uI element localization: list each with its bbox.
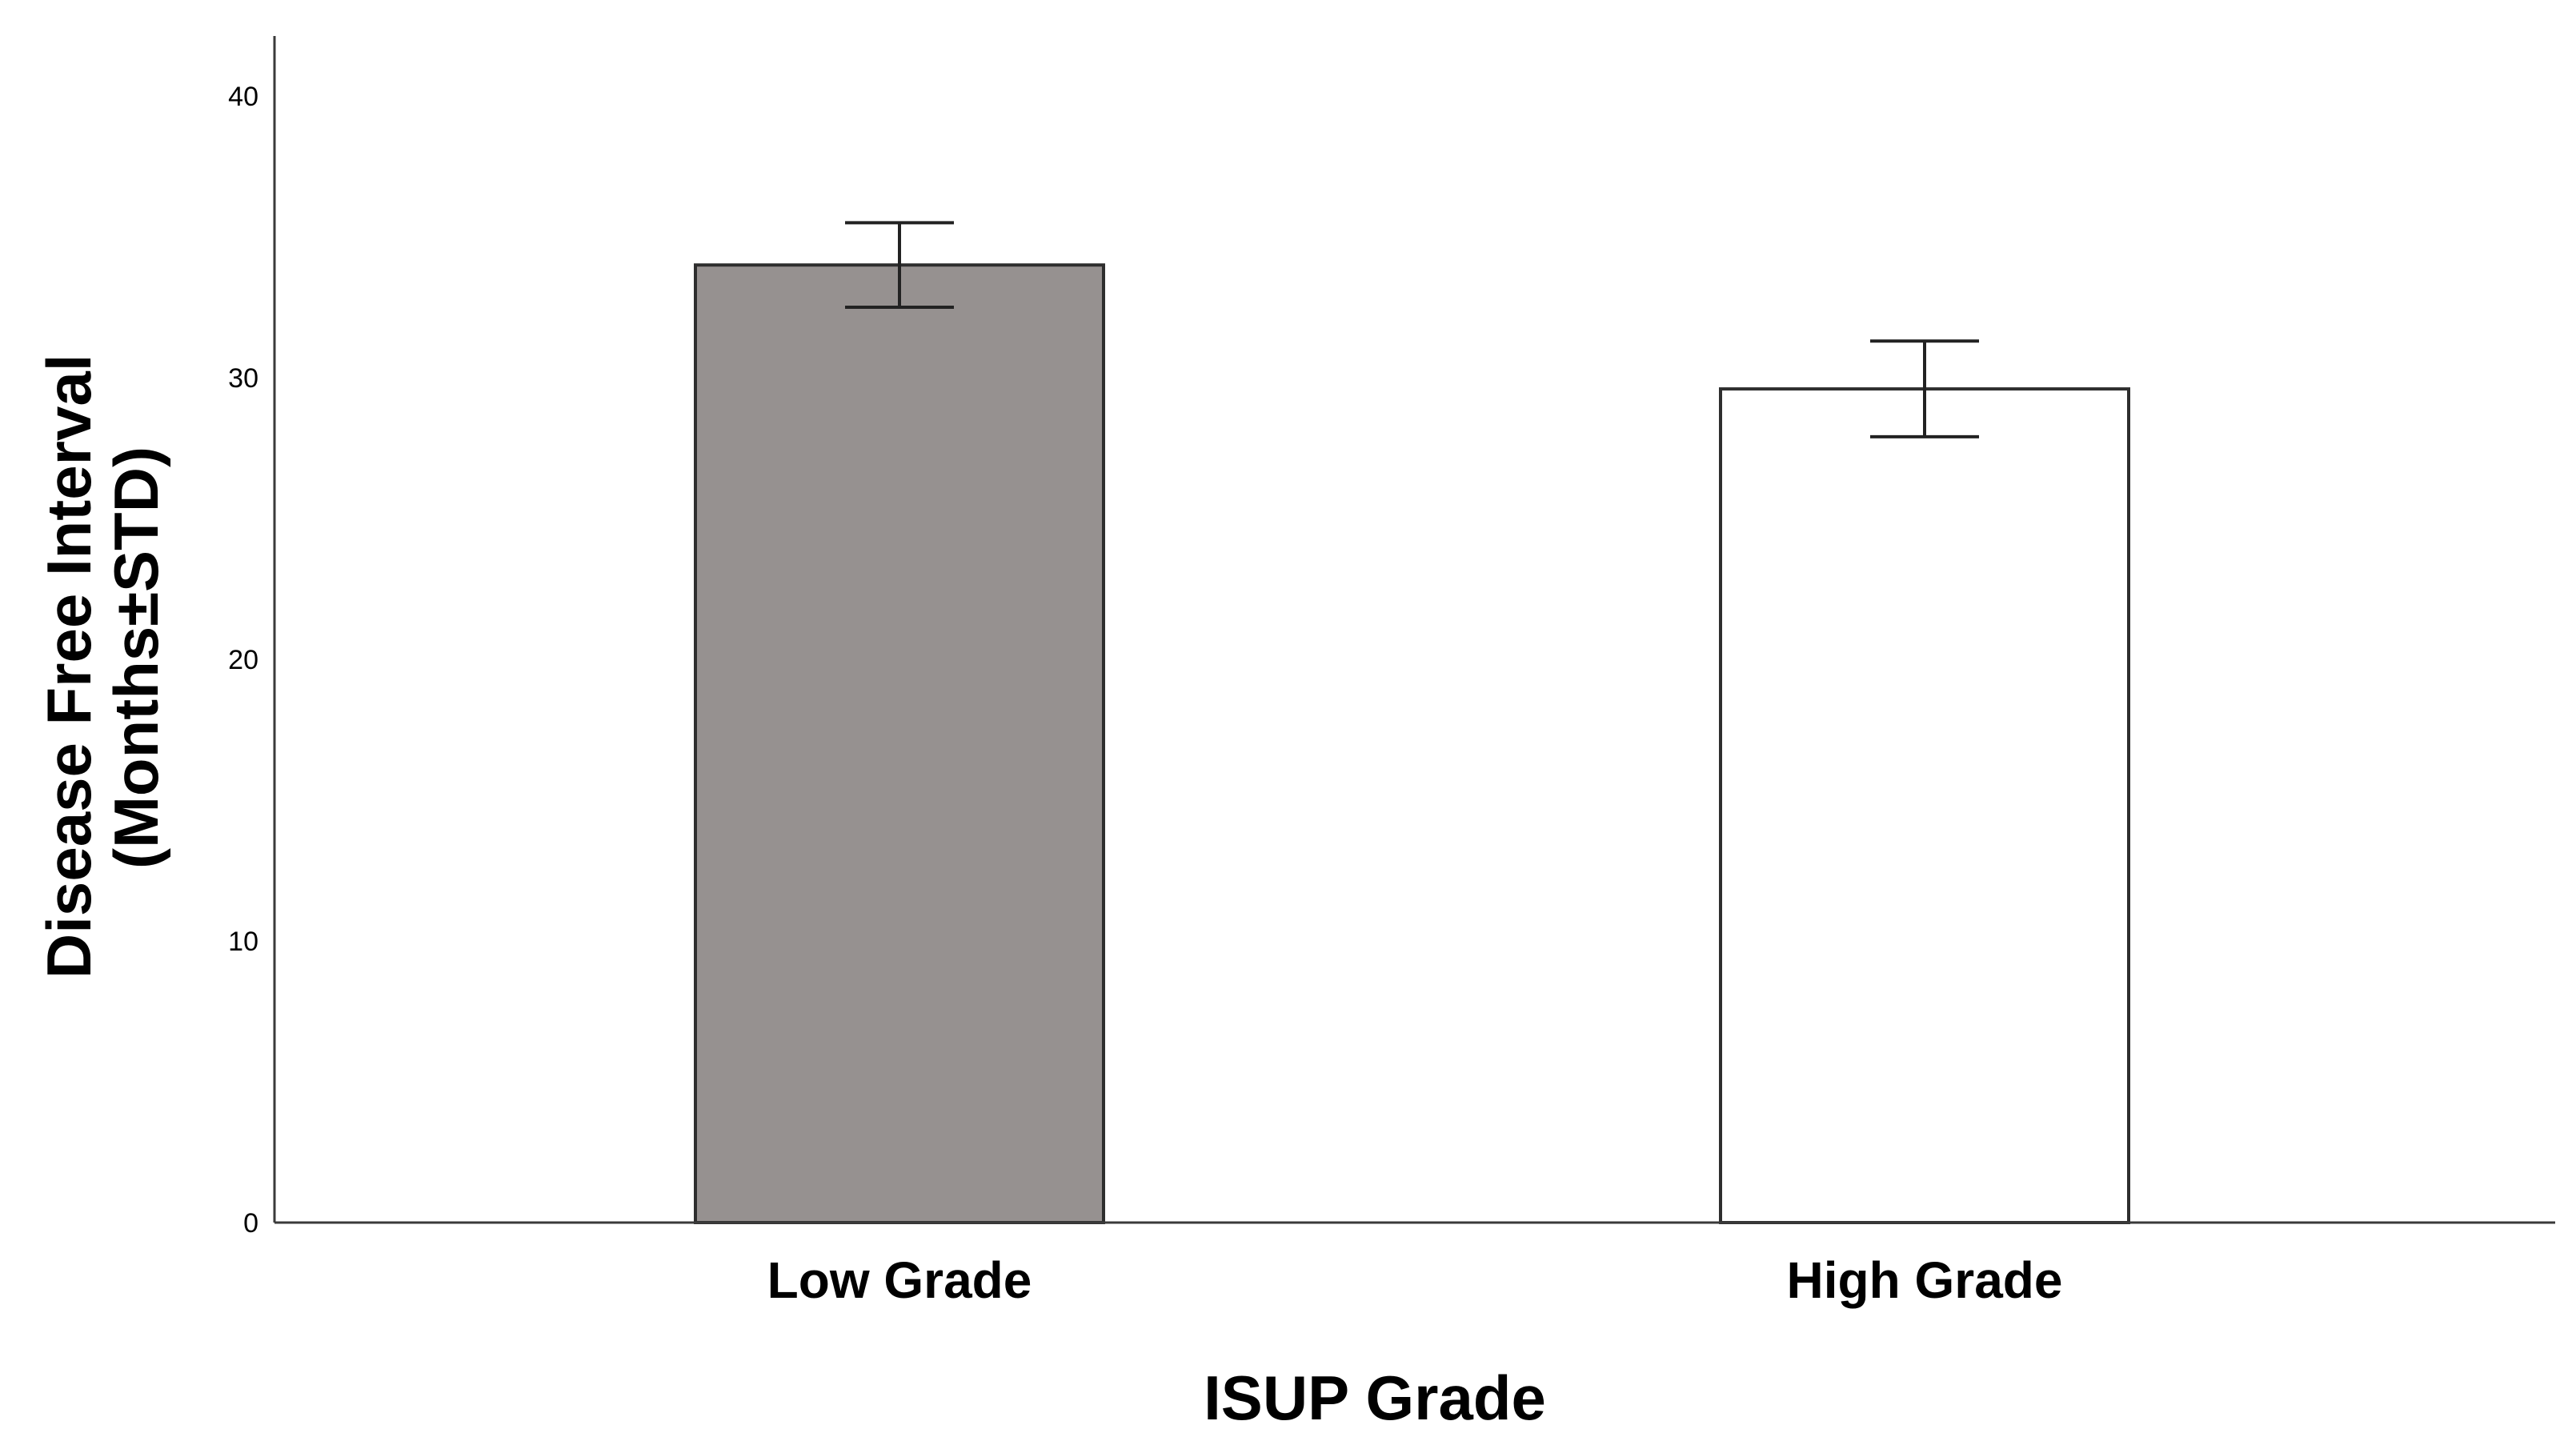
x-category-label: Low Grade <box>767 1251 1032 1309</box>
y-axis-title: Disease Free Interval (Months±STD) <box>34 337 171 979</box>
y-tick-label: 30 <box>228 363 258 394</box>
x-category-label: High Grade <box>1787 1251 2063 1309</box>
bars <box>694 263 2130 1225</box>
y-tick-label: 0 <box>243 1208 258 1239</box>
bar <box>1719 387 2130 1225</box>
bar <box>694 263 1105 1225</box>
y-axis-title-line-1: Disease Free Interval <box>34 354 104 979</box>
y-tick-label: 40 <box>228 82 258 112</box>
y-axis-title-line-2: (Months±STD) <box>101 446 171 869</box>
x-axis-category-labels: Low Grade High Grade <box>767 1251 2063 1309</box>
y-axis-ticks: 0 10 20 30 40 <box>228 82 258 1239</box>
error-bars <box>845 221 1979 438</box>
y-tick-label: 20 <box>228 645 258 675</box>
y-tick-label: 10 <box>228 927 258 957</box>
error-bar <box>845 221 954 309</box>
error-bar <box>1870 339 1979 438</box>
x-axis-title: ISUP Grade <box>1204 1363 1546 1433</box>
